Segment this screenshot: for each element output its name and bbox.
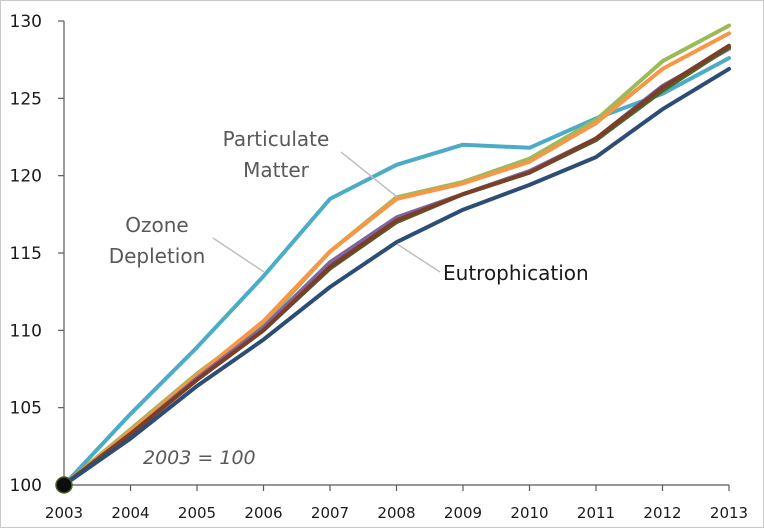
x-tick-label: 2009 (444, 504, 482, 522)
annotation-eutrophication: Eutrophication (443, 261, 589, 285)
x-tick-label: 2003 (45, 504, 83, 522)
annotations: Particulate Matter Ozone Depletion Eutro… (109, 127, 589, 285)
y-tick-label: 110 (10, 321, 42, 341)
x-tick-label: 2006 (244, 504, 282, 522)
series-line-ozone-depletion (62, 56, 731, 487)
annotation-ozone-line2: Depletion (109, 244, 206, 268)
origin-marker (55, 476, 73, 494)
y-tick-label: 105 (10, 399, 42, 419)
x-tick-label: 2011 (577, 504, 615, 522)
series-line-series-7 (62, 66, 731, 487)
x-tick-label: 2005 (178, 504, 216, 522)
y-tick-label: 130 (10, 12, 42, 32)
series-line-series-6 (62, 43, 731, 487)
annotation-leader-particulate (340, 151, 398, 198)
x-tick-labels: 2003 2004 2005 2006 2007 2008 2009 2010 2011 2012… (45, 485, 748, 522)
series-lines (62, 23, 731, 487)
series-line-particulate-matter (62, 31, 731, 487)
annotation-ozone-line1: Ozone (125, 213, 188, 237)
annotation-particulate-line2: Matter (243, 158, 310, 182)
x-tick-label: 2007 (311, 504, 349, 522)
x-tick-label: 2010 (510, 504, 548, 522)
x-tick-label: 2008 (377, 504, 415, 522)
annotation-leader-ozone (212, 237, 265, 273)
y-tick-label: 125 (10, 89, 42, 109)
base-year-note: 2003 = 100 (143, 447, 256, 469)
y-tick-labels: 100 105 110 115 120 125 130 (10, 12, 64, 496)
x-tick-label: 2004 (111, 504, 149, 522)
annotation-particulate-line1: Particulate (223, 127, 330, 151)
annotation-leader-eutrophication (396, 243, 441, 273)
x-tick-label: 2012 (643, 504, 681, 522)
y-tick-label: 100 (10, 476, 42, 496)
y-tick-label: 115 (10, 244, 42, 264)
x-tick-label: 2013 (710, 504, 748, 522)
y-tick-label: 120 (10, 167, 42, 187)
